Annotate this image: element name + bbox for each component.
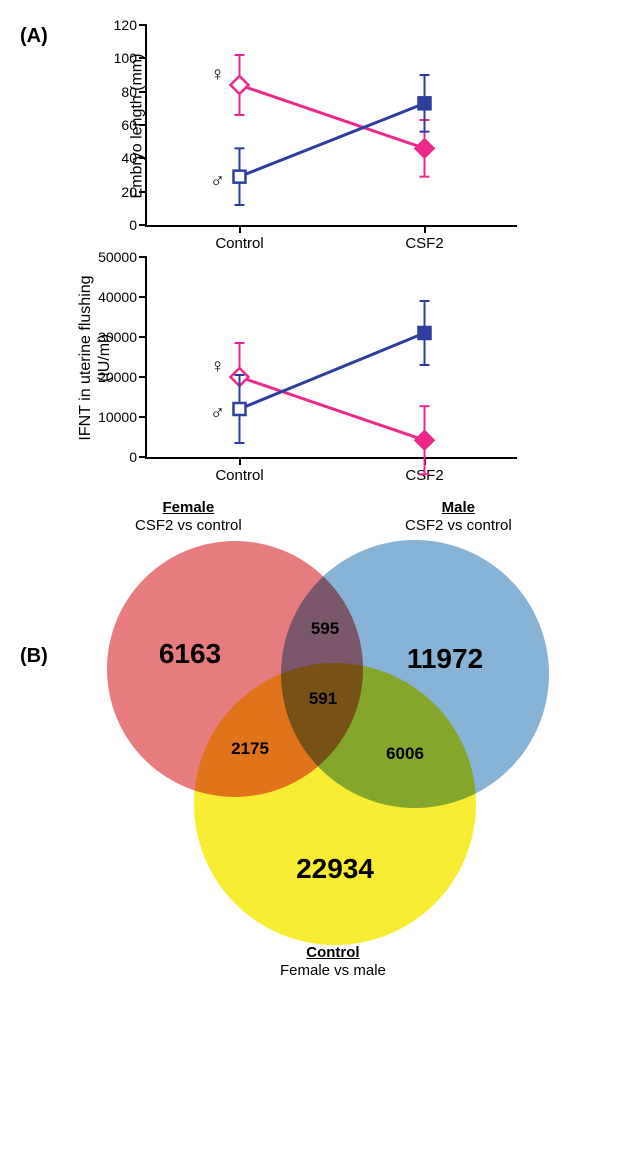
chart2-plot: 01000020000300004000050000ControlCSF2♀♂ [145, 257, 517, 459]
venn-diagram: 6163 11972 22934 595 591 2175 6006 FemaleCSF2 v… [35, 489, 595, 959]
venn-title: ControlFemale vs male [280, 944, 386, 980]
venn-value: 11972 [407, 643, 483, 675]
figure-container: (A) Embryo length (mm) 020406080100120Co… [20, 25, 610, 959]
chart2-ylabel: IFNT in uterine flushing (IU/ml) [76, 258, 114, 458]
venn-value: 2175 [231, 739, 269, 759]
venn-value: 6006 [386, 744, 424, 764]
male-symbol: ♂ [210, 170, 225, 193]
venn-value: 6163 [159, 638, 221, 670]
female-symbol: ♀ [210, 64, 225, 87]
venn-value: 22934 [296, 853, 374, 885]
venn-value: 591 [309, 689, 337, 709]
male-symbol: ♂ [210, 403, 225, 426]
panel-a-label: (A) [20, 25, 48, 48]
venn-title: FemaleCSF2 vs control [135, 499, 242, 535]
venn-title: MaleCSF2 vs control [405, 499, 512, 535]
female-symbol: ♀ [210, 356, 225, 379]
chart1-wrap: Embryo length (mm) 020406080100120Contro… [145, 25, 610, 227]
chart1-plot: 020406080100120ControlCSF2♀♂ [145, 25, 517, 227]
chart2-wrap: IFNT in uterine flushing (IU/ml) 0100002… [145, 257, 610, 459]
venn-value: 595 [311, 619, 339, 639]
